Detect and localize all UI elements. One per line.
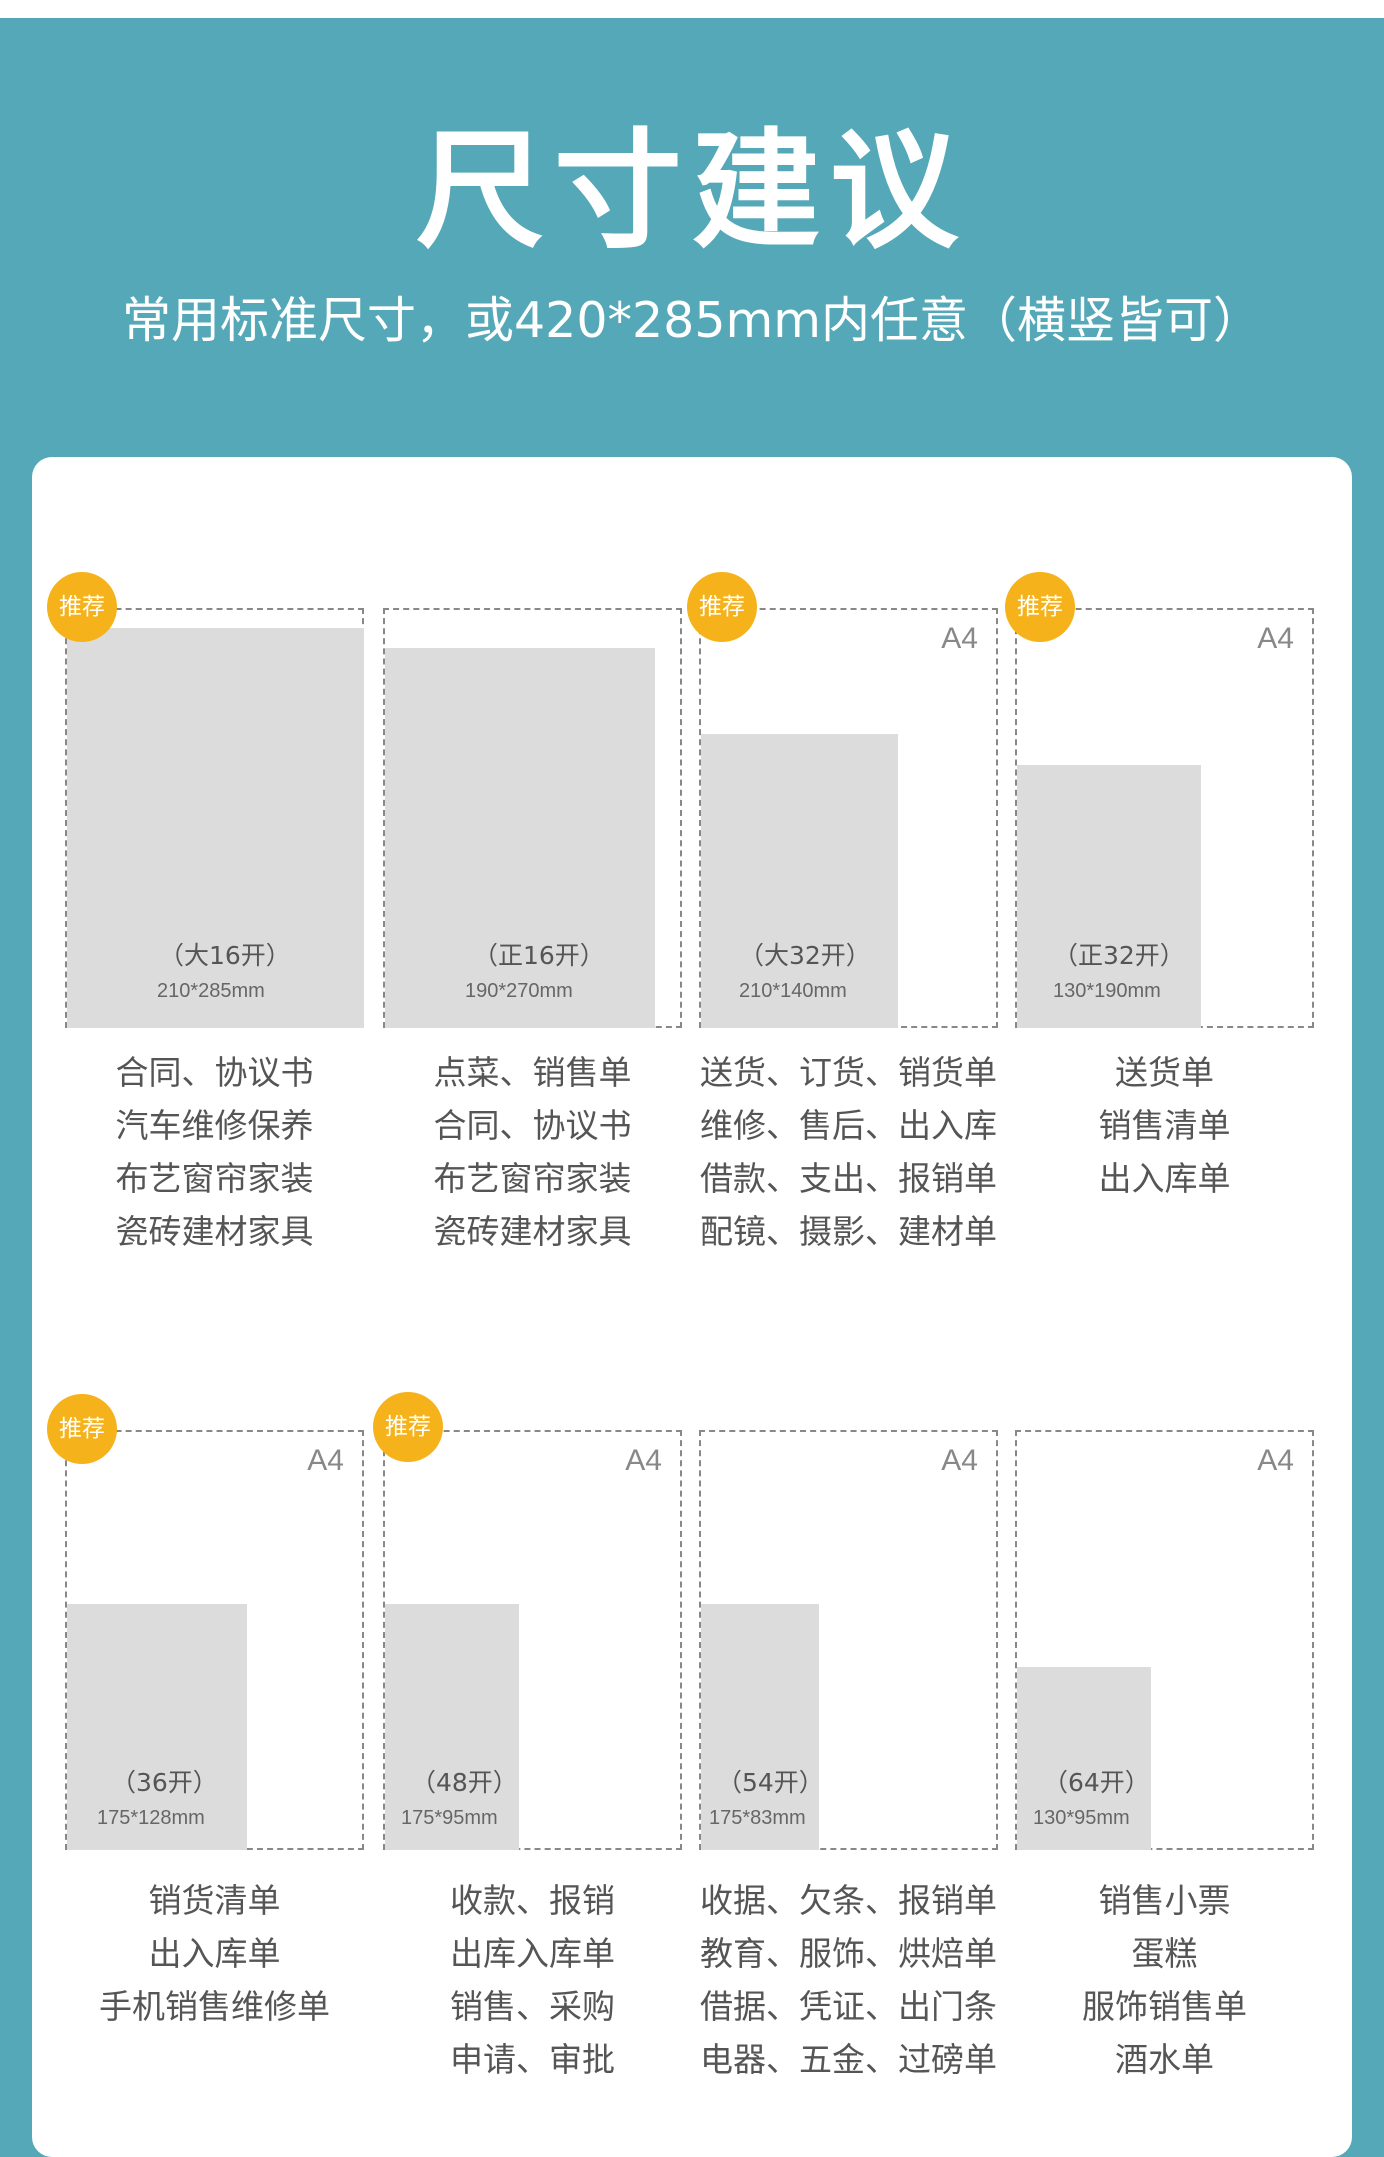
- page-title: 尺寸建议: [415, 117, 968, 266]
- use-item: 酒水单: [1115, 2040, 1214, 2079]
- format-label: （48开）: [411, 1768, 518, 1797]
- use-item: 送货、订货、销货单: [700, 1053, 997, 1092]
- use-item: 销货清单: [148, 1881, 281, 1920]
- recommended-badge: 推荐: [47, 1394, 117, 1464]
- use-item: 借据、凭证、出门条: [700, 1987, 997, 2026]
- paper-fill: [701, 1604, 819, 1850]
- uses-list: 送货单 销售清单 出入库单: [995, 1046, 1334, 1205]
- use-item: 销售清单: [1098, 1106, 1231, 1145]
- recommended-badge: 推荐: [47, 572, 117, 642]
- dimensions-label: 130*190mm: [1053, 980, 1161, 1002]
- dimensions-label: 175*95mm: [401, 1807, 498, 1829]
- format-label: （大16开）: [159, 941, 291, 970]
- format-label: （36开）: [111, 1768, 218, 1797]
- use-item: 出入库单: [1098, 1159, 1231, 1198]
- use-item: 送货单: [1115, 1053, 1214, 1092]
- paper-outline: [1015, 1430, 1314, 1850]
- paper-fill: [67, 1604, 247, 1850]
- format-label: （64开）: [1043, 1768, 1150, 1797]
- paper-fill: [1017, 765, 1201, 1028]
- use-item: 收据、欠条、报销单: [700, 1881, 997, 1920]
- use-item: 出入库单: [148, 1934, 281, 1973]
- uses-list: 送货、订货、销货单 维修、售后、出入库 借款、支出、报销单 配镜、摄影、建材单: [679, 1046, 1018, 1258]
- dimensions-label: 190*270mm: [465, 980, 573, 1002]
- uses-list: 收据、欠条、报销单 教育、服饰、烘焙单 借据、凭证、出门条 电器、五金、过磅单: [679, 1874, 1018, 2086]
- uses-list: 收款、报销 出库入库单 销售、采购 申请、审批: [363, 1874, 702, 2086]
- a4-label: A4: [941, 622, 978, 655]
- dimensions-label: 130*95mm: [1033, 1807, 1130, 1829]
- format-label: （正16开）: [473, 941, 605, 970]
- use-item: 布艺窗帘家装: [115, 1159, 314, 1198]
- use-item: 服饰销售单: [1082, 1987, 1247, 2026]
- use-item: 瓷砖建材家具: [433, 1212, 632, 1251]
- uses-list: 销售小票 蛋糕 服饰销售单 酒水单: [995, 1874, 1334, 2086]
- format-label: （54开）: [717, 1768, 824, 1797]
- page-subtitle: 常用标准尺寸，或420*285mm内任意（横竖皆可）: [121, 292, 1263, 349]
- uses-list: 合同、协议书 汽车维修保养 布艺窗帘家装 瓷砖建材家具: [45, 1046, 384, 1258]
- use-item: 销售小票: [1098, 1881, 1231, 1920]
- paper-fill: [701, 734, 898, 1028]
- use-item: 汽车维修保养: [115, 1106, 314, 1145]
- dimensions-label: 175*128mm: [97, 1807, 205, 1829]
- use-item: 瓷砖建材家具: [115, 1212, 314, 1251]
- format-label: （大32开）: [739, 941, 871, 970]
- paper-fill: [385, 1604, 519, 1850]
- use-item: 销售、采购: [450, 1987, 615, 2026]
- dimensions-label: 210*285mm: [157, 980, 265, 1002]
- use-item: 维修、售后、出入库: [700, 1106, 997, 1145]
- a4-label: A4: [1257, 1444, 1294, 1477]
- uses-list: 销货清单 出入库单 手机销售维修单: [45, 1874, 384, 2033]
- use-item: 蛋糕: [1131, 1934, 1198, 1973]
- top-strip: [0, 0, 1384, 18]
- dimensions-label: 175*83mm: [709, 1807, 806, 1829]
- use-item: 电器、五金、过磅单: [700, 2040, 997, 2079]
- recommended-badge: 推荐: [373, 1392, 443, 1462]
- recommended-badge: 推荐: [687, 572, 757, 642]
- format-label: （正32开）: [1053, 941, 1185, 970]
- a4-label: A4: [1257, 622, 1294, 655]
- uses-list: 点菜、销售单 合同、协议书 布艺窗帘家装 瓷砖建材家具: [363, 1046, 702, 1258]
- use-item: 收款、报销: [450, 1881, 615, 1920]
- paper-fill: [67, 628, 364, 1028]
- paper-fill: [1017, 1667, 1151, 1850]
- use-item: 申请、审批: [450, 2040, 615, 2079]
- use-item: 手机销售维修单: [99, 1987, 330, 2026]
- recommended-badge: 推荐: [1005, 572, 1075, 642]
- paper-outline: [383, 1430, 682, 1850]
- use-item: 合同、协议书: [115, 1053, 314, 1092]
- use-item: 合同、协议书: [433, 1106, 632, 1145]
- paper-outline: [699, 1430, 998, 1850]
- paper-fill: [385, 648, 655, 1028]
- dimensions-label: 210*140mm: [739, 980, 847, 1002]
- use-item: 点菜、销售单: [433, 1053, 632, 1092]
- use-item: 借款、支出、报销单: [700, 1159, 997, 1198]
- a4-label: A4: [307, 1444, 344, 1477]
- a4-label: A4: [941, 1444, 978, 1477]
- a4-label: A4: [625, 1444, 662, 1477]
- size-card: （大16开） 210*285mm 合同、协议书 汽车维修保养 布艺窗帘家装 瓷砖…: [32, 457, 1352, 2157]
- use-item: 配镜、摄影、建材单: [700, 1212, 997, 1251]
- use-item: 布艺窗帘家装: [433, 1159, 632, 1198]
- use-item: 出库入库单: [450, 1934, 615, 1973]
- use-item: 教育、服饰、烘焙单: [700, 1934, 997, 1973]
